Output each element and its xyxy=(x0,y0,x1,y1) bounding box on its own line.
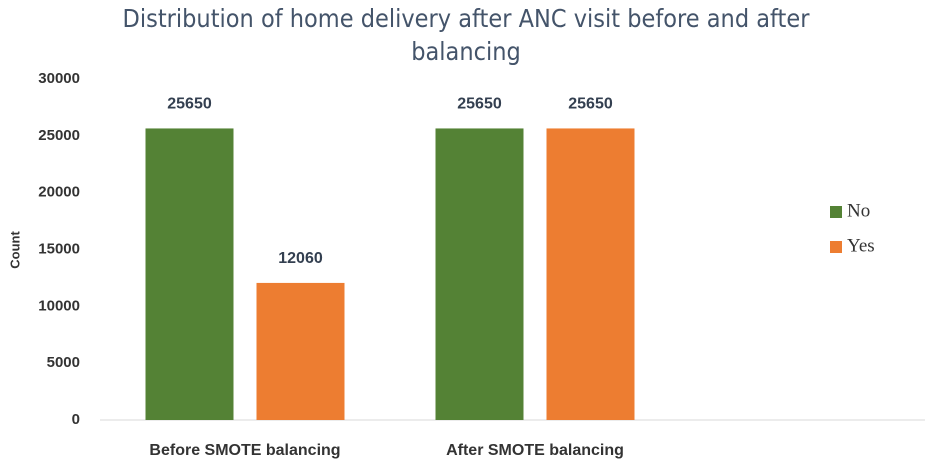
y-axis-label: Count xyxy=(7,231,22,269)
value-label: 25650 xyxy=(167,96,212,113)
y-tick-label: 0 xyxy=(72,411,80,428)
legend-label: Yes xyxy=(847,235,875,256)
legend-swatch xyxy=(830,206,842,218)
bar xyxy=(435,128,524,420)
value-label: 25650 xyxy=(568,96,613,113)
chart-title: Distribution of home delivery after ANC … xyxy=(122,4,810,66)
value-label: 12060 xyxy=(278,250,323,267)
y-tick-label: 15000 xyxy=(38,240,80,257)
value-label: 25650 xyxy=(457,96,502,113)
y-tick-label: 30000 xyxy=(38,70,80,87)
bar xyxy=(256,282,345,420)
y-tick-label: 25000 xyxy=(38,127,80,144)
y-tick-label: 5000 xyxy=(47,354,80,371)
bar xyxy=(145,128,234,420)
y-tick-label: 20000 xyxy=(38,184,80,201)
y-tick-label: 10000 xyxy=(38,297,80,314)
x-tick-label: Before SMOTE balancing xyxy=(149,442,340,459)
bar xyxy=(546,128,635,420)
legend-label: No xyxy=(847,200,870,221)
legend-swatch xyxy=(830,241,842,253)
x-tick-label: After SMOTE balancing xyxy=(446,442,624,459)
